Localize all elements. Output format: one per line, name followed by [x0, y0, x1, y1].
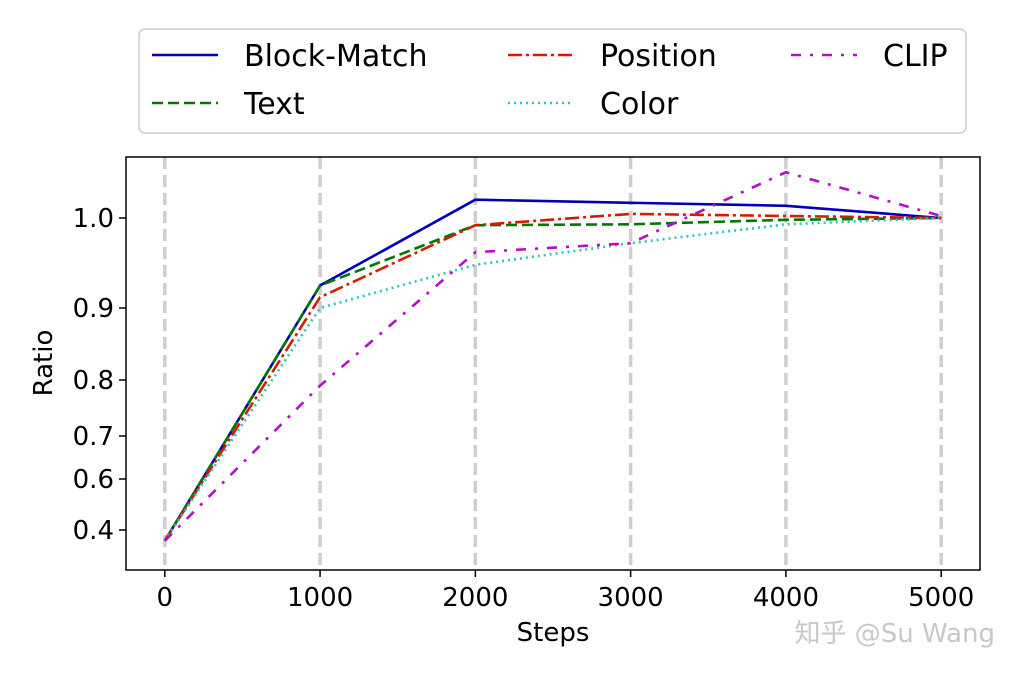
- series-line-clip: [163, 171, 942, 542]
- legend-label-position: Position: [600, 39, 717, 74]
- y-tick-label: 0.7: [73, 422, 114, 452]
- legend-label-block-match: Block-Match: [244, 39, 428, 74]
- series-lines: [163, 171, 942, 542]
- legend-label-text: Text: [243, 87, 305, 122]
- series-line-block-match: [163, 198, 942, 542]
- series-line-color: [163, 216, 942, 542]
- y-tick-label: 0.8: [73, 366, 114, 396]
- watermark: 知乎 @Su Wang: [795, 619, 995, 649]
- series-line-position: [163, 212, 942, 542]
- y-tick-label: 1.0: [73, 204, 114, 234]
- legend-label-clip: CLIP: [883, 39, 948, 74]
- x-axis-title: Steps: [517, 618, 590, 648]
- grid-lines: [163, 157, 943, 570]
- x-tick-label: 0: [157, 583, 174, 613]
- x-tick-label: 4000: [753, 583, 819, 613]
- legend: Block-Match Text Position Color CLIP: [138, 28, 967, 134]
- y-axis-ticks: 0.4 0.6 0.7 0.8 0.9 1.0: [73, 204, 126, 546]
- x-axis-ticks: 0 1000 2000 3000 4000 5000: [157, 570, 974, 613]
- x-tick-label: 1000: [287, 583, 353, 613]
- legend-box: [138, 28, 967, 134]
- y-tick-label: 0.4: [73, 516, 114, 546]
- plot-frame: [125, 156, 981, 571]
- legend-label-color: Color: [600, 87, 679, 122]
- y-axis-title: Ratio: [29, 330, 59, 397]
- y-tick-label: 0.6: [73, 465, 114, 495]
- x-tick-label: 5000: [908, 583, 974, 613]
- x-tick-label: 3000: [598, 583, 664, 613]
- series-line-text: [163, 216, 942, 542]
- y-tick-label: 0.9: [73, 294, 114, 324]
- x-tick-label: 2000: [442, 583, 508, 613]
